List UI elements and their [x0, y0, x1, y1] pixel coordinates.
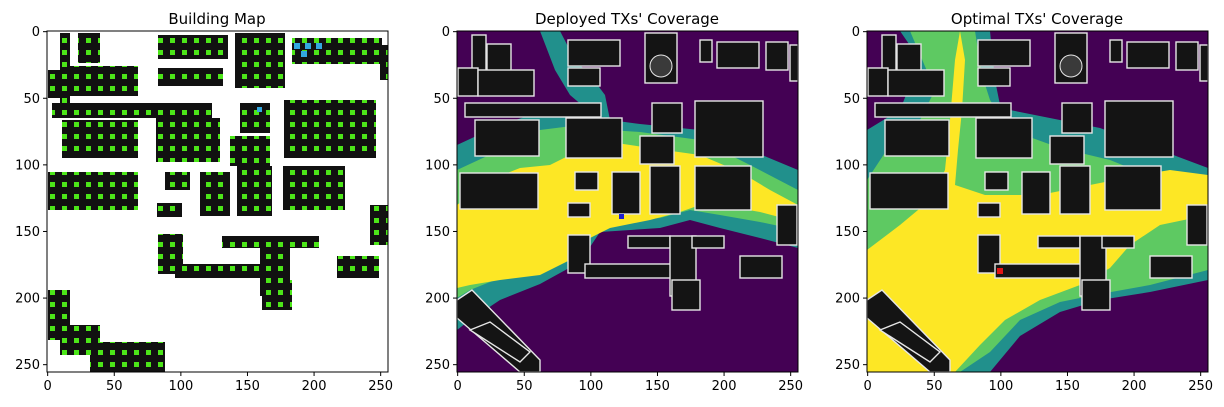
x-tick-label: 200: [1122, 379, 1147, 394]
axes: 0 50 100 150 200 250 0 50 100 150 200 250 0 50 100 150 2…: [15, 25, 1213, 394]
y-tick-label: 150: [15, 225, 40, 240]
y-tick-label: 200: [425, 292, 450, 307]
x-tick-label: 250: [368, 379, 393, 394]
x-tick-label: 150: [645, 379, 670, 394]
y-tick-label: 0: [852, 25, 860, 40]
x-tick-label: 50: [106, 379, 123, 394]
y-tick-label: 200: [15, 292, 40, 307]
building-map-panel: [47, 31, 388, 372]
y-tick-label: 100: [425, 158, 450, 173]
panel-title-building-map: Building Map: [168, 10, 265, 28]
x-tick-label: 0: [44, 379, 52, 394]
x-tick-label: 200: [712, 379, 737, 394]
x-tick-label: 100: [168, 379, 193, 394]
y-tick-label: 250: [15, 358, 40, 373]
deployed-coverage-panel: [457, 31, 798, 372]
panel-title-optimal-coverage: Optimal TXs' Coverage: [951, 10, 1123, 28]
x-tick-label: 100: [578, 379, 603, 394]
x-tick-label: 250: [778, 379, 803, 394]
x-tick-label: 250: [1188, 379, 1213, 394]
x-tick-label: 50: [516, 379, 533, 394]
panel-title-deployed-coverage: Deployed TXs' Coverage: [535, 10, 719, 28]
y-tick-label: 50: [23, 92, 40, 107]
y-tick-label: 50: [843, 92, 860, 107]
optimal-coverage-frame: [866, 30, 1209, 373]
y-tick-label: 100: [15, 158, 40, 173]
x-tick-label: 100: [988, 379, 1013, 394]
x-tick-label: 0: [454, 379, 462, 394]
y-tick-label: 250: [425, 358, 450, 373]
x-tick-label: 200: [302, 379, 327, 394]
x-tick-label: 0: [864, 379, 872, 394]
x-tick-label: 50: [926, 379, 943, 394]
y-tick-label: 0: [32, 25, 40, 40]
building-map-frame: [46, 30, 389, 373]
y-tick-label: 200: [835, 292, 860, 307]
optimal-coverage-panel: [867, 31, 1208, 372]
deployed-coverage-frame: [456, 30, 799, 373]
y-tick-label: 0: [442, 25, 450, 40]
y-tick-label: 150: [425, 225, 450, 240]
deployed-tx-marker: [619, 214, 624, 219]
optimal-tx-marker: [997, 268, 1003, 274]
x-tick-label: 150: [235, 379, 260, 394]
y-tick-label: 150: [835, 225, 860, 240]
y-tick-label: 100: [835, 158, 860, 173]
x-tick-label: 150: [1055, 379, 1080, 394]
y-tick-label: 250: [835, 358, 860, 373]
y-tick-label: 50: [433, 92, 450, 107]
